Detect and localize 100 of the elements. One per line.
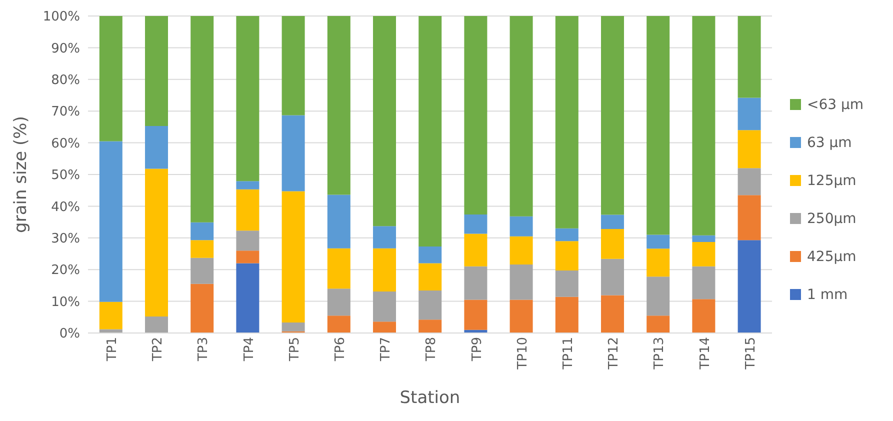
bar — [327, 16, 350, 195]
x-tick-label: TP7 — [378, 337, 394, 362]
bar — [510, 216, 533, 236]
bar — [692, 266, 716, 300]
y-tick-label: 80% — [51, 73, 80, 88]
x-tick-label: TP8 — [424, 337, 440, 362]
bar — [646, 16, 670, 235]
bar — [601, 16, 624, 215]
bar — [236, 181, 260, 190]
x-tick-label: TP15 — [743, 337, 758, 370]
bar — [418, 16, 442, 246]
bar — [646, 248, 670, 277]
y-tick-label: 70% — [51, 104, 80, 120]
bar — [738, 130, 761, 168]
bar — [418, 320, 442, 333]
bar — [692, 16, 716, 236]
bar — [510, 16, 533, 216]
bar — [555, 296, 578, 333]
x-tick-label: TP10 — [515, 337, 530, 370]
y-tick-label: 10% — [51, 294, 80, 310]
bar — [145, 168, 168, 317]
bar — [464, 300, 488, 330]
bar — [145, 316, 168, 333]
bar — [236, 189, 260, 231]
bar — [373, 322, 396, 333]
x-tick-label: TP9 — [470, 337, 485, 362]
bar — [327, 288, 350, 316]
legend-label: 425µm — [807, 248, 856, 264]
y-tick-label: 30% — [51, 232, 80, 247]
bar — [738, 240, 761, 333]
bar — [236, 263, 260, 333]
bar — [738, 98, 761, 130]
bar — [418, 246, 442, 264]
legend-label: 125µm — [807, 172, 856, 188]
bar — [510, 300, 533, 333]
bar — [373, 226, 396, 248]
y-tick-label: 40% — [51, 200, 80, 215]
x-tick-label: TP5 — [287, 337, 302, 362]
y-axis-title: grain size (%) — [11, 116, 32, 233]
bar — [464, 234, 488, 266]
bar — [601, 229, 624, 259]
bar — [738, 16, 761, 98]
bar — [418, 263, 442, 291]
bar — [738, 168, 761, 196]
x-axis-title: Station — [400, 388, 460, 408]
bar — [190, 16, 214, 222]
bar — [282, 16, 305, 116]
bar — [282, 115, 305, 192]
bar — [236, 250, 260, 264]
bar — [646, 234, 670, 249]
bar — [738, 195, 761, 240]
bar — [236, 230, 260, 251]
bar — [373, 16, 396, 226]
y-tick-label: 50% — [51, 168, 80, 184]
bar — [145, 126, 168, 169]
bar — [601, 214, 624, 230]
bar — [236, 16, 260, 182]
x-tick-label: TP11 — [561, 337, 576, 370]
bar — [601, 258, 624, 296]
bar — [373, 248, 396, 292]
x-tick-label: TP12 — [606, 337, 622, 370]
bar — [692, 235, 716, 242]
bar — [190, 222, 214, 240]
y-tick-label: 20% — [51, 263, 80, 278]
bar — [464, 214, 488, 234]
y-tick-label: 90% — [51, 41, 80, 56]
bar — [327, 316, 350, 333]
bar — [692, 299, 716, 333]
y-tick-label: 100% — [42, 10, 80, 25]
x-tick-label: TP14 — [698, 337, 713, 370]
legend-label: 1 mm — [807, 286, 848, 302]
bar — [327, 194, 350, 248]
x-tick-label: TP4 — [242, 337, 257, 362]
y-tick-label: 0% — [59, 326, 80, 342]
bar — [99, 141, 122, 302]
bar — [510, 264, 533, 300]
bar — [282, 322, 305, 332]
bar — [99, 302, 122, 330]
bar — [99, 16, 122, 142]
bar — [373, 291, 396, 322]
bar — [646, 316, 670, 333]
bar — [190, 284, 214, 333]
bar — [327, 248, 350, 289]
bar — [99, 329, 122, 333]
x-tick-label: TP6 — [333, 337, 348, 362]
x-tick-label: TP13 — [652, 337, 668, 370]
y-tick-label: 60% — [51, 136, 80, 152]
bar — [282, 191, 305, 323]
x-tick-label: TP2 — [150, 337, 166, 362]
bar — [646, 276, 670, 316]
bar — [464, 16, 488, 214]
bar — [692, 242, 716, 266]
bar — [510, 236, 533, 265]
x-tick-label: TP1 — [105, 337, 120, 362]
bar — [190, 240, 214, 258]
bar — [555, 270, 578, 297]
bar — [418, 290, 442, 320]
bar — [190, 258, 214, 284]
bar — [601, 295, 624, 333]
legend-label: 63 µm — [807, 134, 852, 150]
